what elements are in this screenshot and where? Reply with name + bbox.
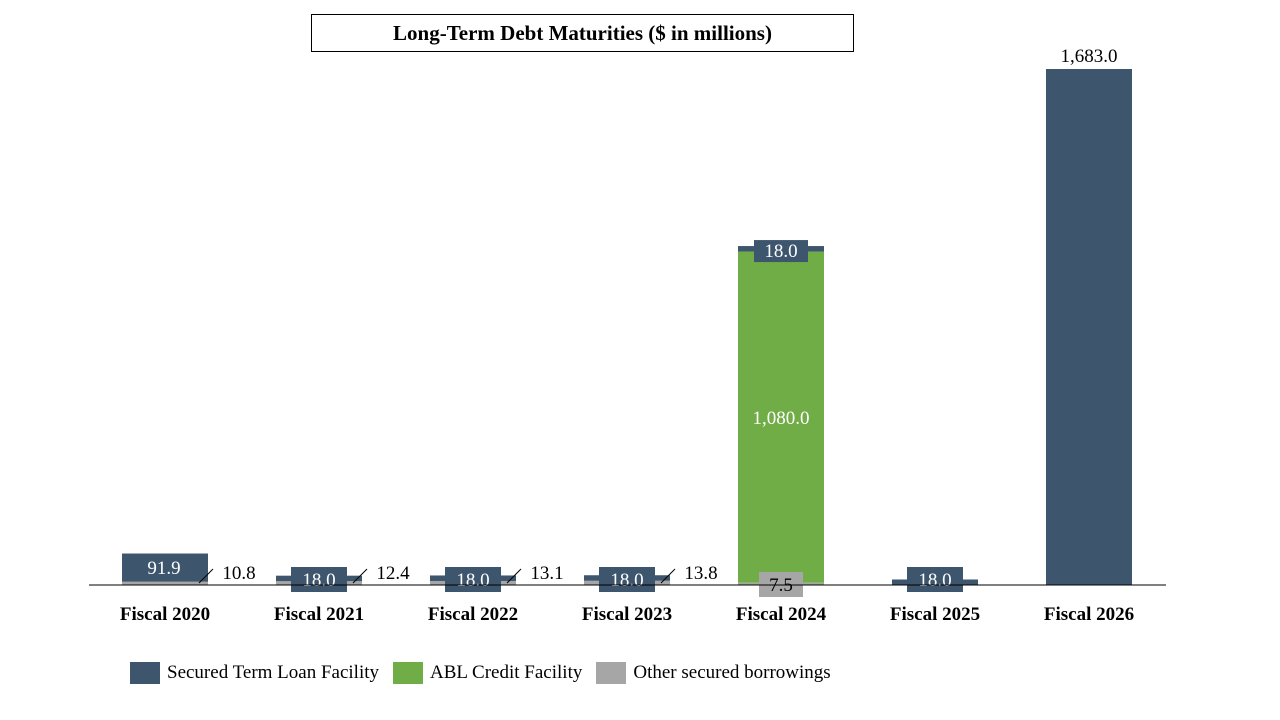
chart-legend: Secured Term Loan Facility ABL Credit Fa… <box>130 662 845 684</box>
x-tick-label-fiscal-2023: Fiscal 2023 <box>582 604 672 625</box>
data-label-secured-term-loan-fiscal-2024: 18.0 <box>764 241 797 262</box>
data-label-box-secured-term-loan-fiscal-2025 <box>907 567 963 592</box>
data-label-secured-term-loan-fiscal-2026: 1,683.0 <box>1061 46 1118 67</box>
x-tick-label-fiscal-2021: Fiscal 2021 <box>274 604 364 625</box>
leader-line-other-secured-fiscal-2023 <box>660 568 676 584</box>
bar-secured-term-loan-facility-fiscal-2020 <box>122 553 208 582</box>
data-label-box-secured-term-loan-fiscal-2023 <box>599 567 655 592</box>
x-tick-label-fiscal-2025: Fiscal 2025 <box>890 604 980 625</box>
data-label-box-secured-term-loan-fiscal-2024 <box>754 240 808 263</box>
legend-swatch-other-secured <box>596 662 627 684</box>
chart-title: Long-Term Debt Maturities ($ in millions… <box>311 14 854 52</box>
legend-item-secured-term-loan: Secured Term Loan Facility <box>130 662 379 684</box>
leader-line-other-secured-fiscal-2021 <box>352 568 368 584</box>
bar-secured-term-loan-facility-fiscal-2026 <box>1046 69 1132 585</box>
data-label-other-secured-fiscal-2023: 13.8 <box>684 563 717 584</box>
legend-item-other-secured: Other secured borrowings <box>596 662 831 684</box>
data-label-box-secured-term-loan-fiscal-2021 <box>291 567 347 592</box>
data-label-secured-term-loan-fiscal-2025: 18.0 <box>918 570 951 591</box>
x-tick-label-fiscal-2024: Fiscal 2024 <box>736 604 827 625</box>
x-tick-label-fiscal-2020: Fiscal 2020 <box>120 604 210 625</box>
legend-label-abl-credit: ABL Credit Facility <box>430 662 583 683</box>
data-label-abl-credit-fiscal-2024: 1,080.0 <box>753 408 810 429</box>
data-label-other-secured-fiscal-2022: 13.1 <box>530 563 563 584</box>
bar-other-secured-borrowings-fiscal-2020 <box>122 581 208 585</box>
data-label-box-secured-term-loan-fiscal-2022 <box>445 567 501 592</box>
legend-swatch-secured-term-loan <box>130 662 160 684</box>
legend-swatch-abl-credit <box>393 662 424 684</box>
data-label-secured-term-loan-fiscal-2022: 18.0 <box>456 570 489 591</box>
legend-label-other-secured: Other secured borrowings <box>633 662 831 683</box>
legend-label-secured-term-loan: Secured Term Loan Facility <box>167 662 380 683</box>
data-label-other-secured-fiscal-2020: 10.8 <box>222 563 255 584</box>
x-tick-label-fiscal-2026: Fiscal 2026 <box>1044 604 1134 625</box>
leader-line-other-secured-fiscal-2020 <box>198 568 214 584</box>
data-label-secured-term-loan-fiscal-2021: 18.0 <box>302 570 335 591</box>
data-label-secured-term-loan-fiscal-2020: 91.9 <box>147 558 180 579</box>
data-label-secured-term-loan-fiscal-2023: 18.0 <box>610 570 643 591</box>
leader-line-other-secured-fiscal-2022 <box>506 568 522 584</box>
legend-item-abl-credit: ABL Credit Facility <box>393 662 582 684</box>
data-label-other-secured-fiscal-2021: 12.4 <box>376 563 410 584</box>
x-tick-label-fiscal-2022: Fiscal 2022 <box>428 604 518 625</box>
bar-abl-credit-facility-fiscal-2024 <box>738 251 824 583</box>
